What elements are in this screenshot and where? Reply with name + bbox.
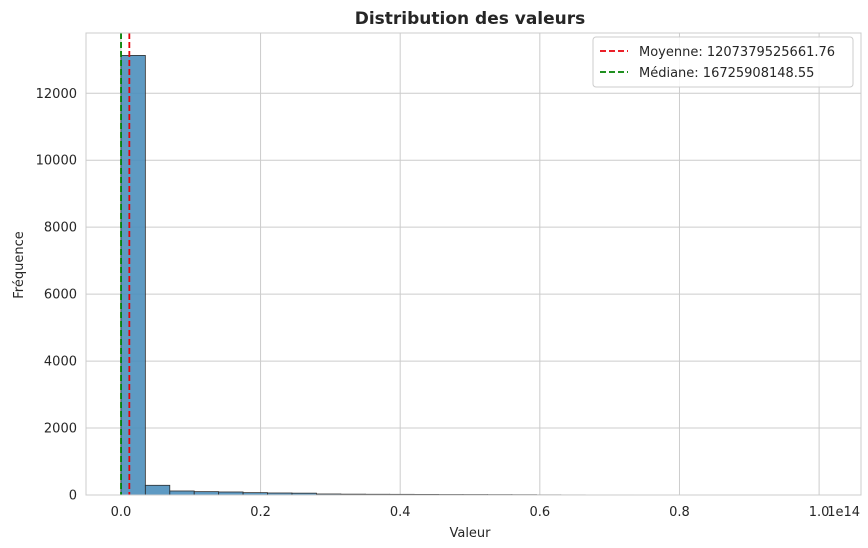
x-tick-label: 1.0: [809, 505, 830, 520]
y-tick-label: 0: [69, 489, 77, 504]
plot-frame: [85, 32, 862, 496]
y-axis-ticks: 0 2000 4000 6000 8000 10000 12000: [36, 87, 77, 504]
x-axis-ticks: 0.0 0.2 0.4 0.6 0.8 1.0: [111, 505, 830, 520]
legend: Moyenne: 1207379525661.76 Médiane: 16725…: [592, 36, 854, 88]
histogram-bar: [193, 491, 220, 496]
grid-lines: [86, 33, 861, 496]
y-tick-label: 2000: [44, 422, 77, 437]
x-tick-label: 0.4: [390, 505, 411, 520]
x-tick-label: 0.8: [669, 505, 690, 520]
histogram-bar: [120, 55, 146, 496]
x-axis-offset-label: 1e14: [827, 505, 860, 520]
y-tick-label: 8000: [44, 221, 77, 236]
x-tick-label: 0.0: [111, 505, 132, 520]
chart-title: Distribution des valeurs: [355, 9, 586, 29]
x-tick-label: 0.6: [529, 505, 550, 520]
legend-mean-label: Moyenne: 1207379525661.76: [639, 45, 835, 60]
histogram-bar: [169, 490, 195, 496]
legend-median-label: Médiane: 16725908148.55: [639, 66, 814, 81]
y-axis-label: Fréquence: [12, 231, 27, 298]
histogram-bar: [144, 484, 171, 496]
y-tick-label: 6000: [44, 288, 77, 303]
legend-box: [592, 36, 854, 88]
y-tick-label: 10000: [36, 154, 77, 169]
y-tick-label: 12000: [36, 87, 77, 102]
reference-lines: [120, 33, 131, 495]
x-axis-label: Valeur: [449, 526, 491, 541]
histogram-bars: [120, 55, 855, 496]
x-tick-label: 0.2: [250, 505, 271, 520]
y-tick-label: 4000: [44, 355, 77, 370]
